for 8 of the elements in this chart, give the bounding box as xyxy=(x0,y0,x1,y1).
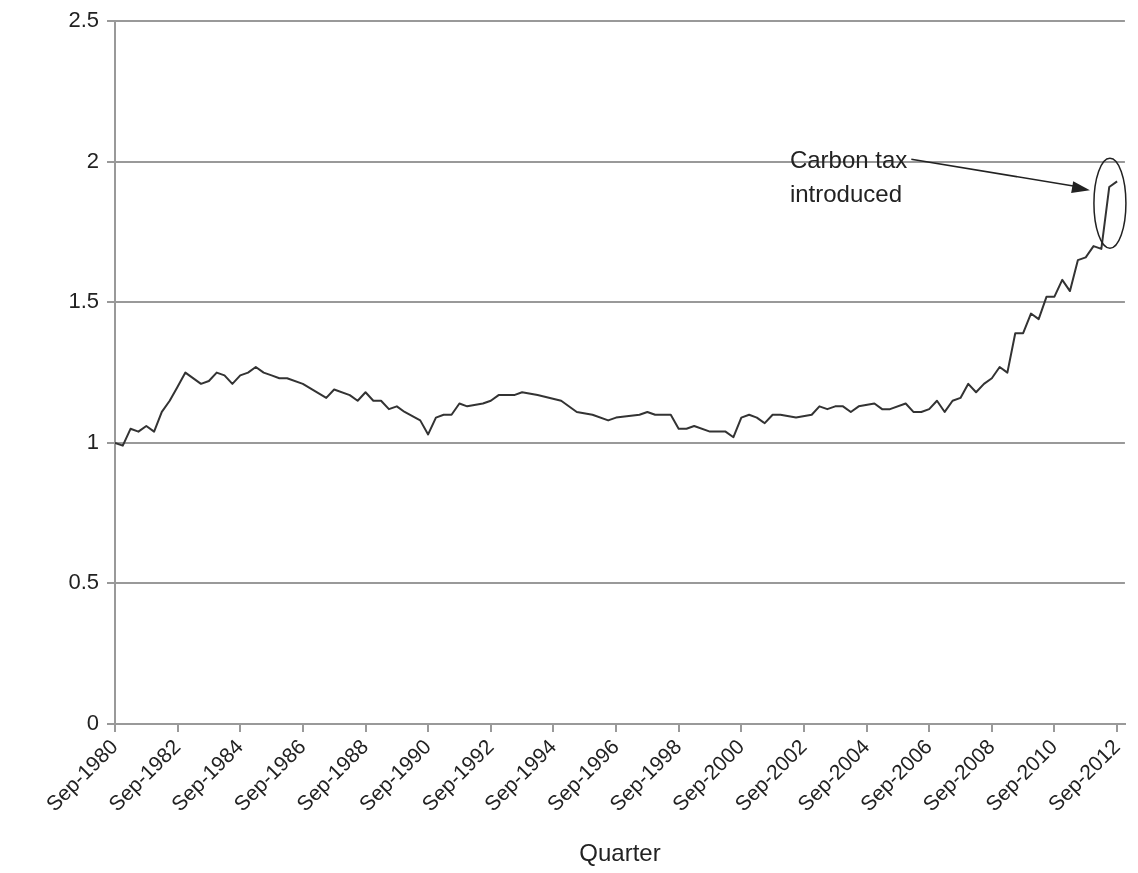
y-tick-label: 0.5 xyxy=(68,569,99,595)
y-tick-label: 2.5 xyxy=(68,7,99,33)
annotation: Carbon tax introduced xyxy=(789,146,908,208)
x-axis-title: Quarter xyxy=(579,839,661,867)
y-tick-label: 1.5 xyxy=(68,288,99,314)
y-tick-label: 2 xyxy=(86,147,99,173)
y-tick-label: 1 xyxy=(86,428,99,454)
y-tick-label: 0 xyxy=(86,710,99,736)
